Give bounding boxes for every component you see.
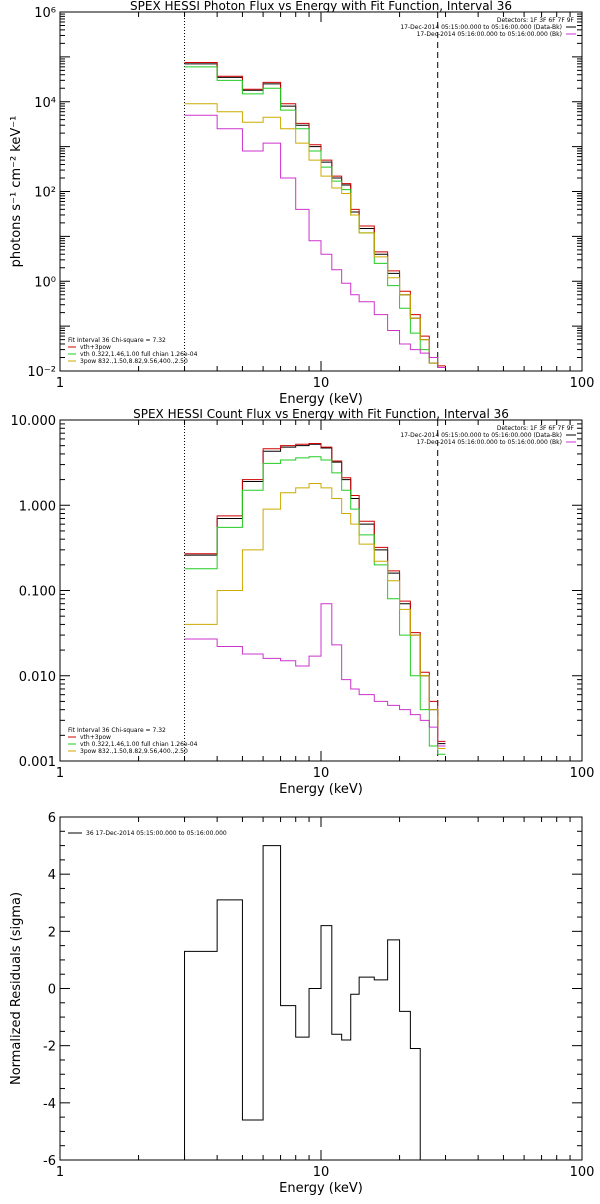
legend-top-text: 17-Dec-2014 05:15:00.000 to 05:16:00.000… [400, 432, 562, 439]
y-tick-label: 0.100 [19, 585, 56, 600]
chart-panel-1: 1 10 100 10⁻² 10⁰ 10² 10⁴ 10⁶ SPEX HESSI Photon … [9, 0, 594, 407]
x-tick-label: 10 [313, 766, 330, 781]
plot-frame [59, 419, 583, 762]
chart-title: SPEX HESSI Photon Flux vs Energy with Fi… [130, 0, 512, 13]
series-line-1 [184, 443, 446, 745]
y-tick-label: 10⁰ [34, 275, 56, 290]
y-tick-label: 1.000 [19, 499, 56, 514]
series-group [184, 845, 421, 1160]
y-tick-label: 2 [48, 925, 56, 940]
y-tick-label: 10.000 [11, 414, 57, 429]
y-axis-label: photons s⁻¹ cm⁻² keV⁻¹ [9, 116, 24, 268]
x-tick-label: 100 [570, 376, 595, 391]
series-line-1 [184, 845, 421, 1160]
y-tick-label: 4 [48, 868, 56, 883]
x-tick-label: 100 [570, 1165, 595, 1180]
series-line-4 [184, 482, 446, 750]
legend-top-text: 17-Dec-2014 05:16:00.000 to 05:16:00.000… [417, 31, 562, 38]
legend-bottom-text: vth 0.322,1.46,1.00 full chian 1.26e-04 [80, 741, 198, 748]
y-tick-label: 0.010 [19, 670, 56, 685]
x-tick-label: 100 [570, 766, 595, 781]
legend-top-text: 17-Dec-2014 05:15:00.000 to 05:16:00.000… [400, 24, 562, 31]
x-axis-label: Energy (keV) [279, 1181, 363, 1196]
series-line-5 [184, 603, 446, 747]
chart-panel-3: 1 10 100 -6 -4 -2 0 2 4 6 Energy (keV) Normalized R… [9, 811, 594, 1196]
y-tick-label: 0 [48, 983, 56, 998]
y-tick-label: -2 [43, 1040, 56, 1055]
legend-bottom-text: Fit Interval 36 Chi-square = 7.32 [68, 337, 166, 344]
x-axis-label: Energy (keV) [279, 782, 363, 797]
y-tick-label: 10² [34, 186, 56, 201]
series-line-5 [184, 114, 446, 368]
legend-top-text: 17-Dec-2014 05:16:00.000 to 05:16:00.000… [417, 439, 562, 446]
series-line-4 [184, 103, 446, 368]
series-group [184, 61, 446, 368]
legend-bottom-text: vth 0.322,1.46,1.00 full chian 1.26e-04 [80, 351, 198, 358]
legend-bottom-text: vth+3pow [80, 734, 111, 741]
y-tick-label: 10⁶ [34, 6, 56, 21]
legend-top-text: 36 17-Dec-2014 05:15:00.000 to 05:16:00.… [86, 830, 227, 837]
chart-title: SPEX HESSI Count Flux vs Energy with Fit… [133, 407, 509, 421]
x-tick-label: 10 [313, 376, 330, 391]
series-line-2 [184, 61, 446, 367]
legend-bottom-text: 3pow 832.,1.50,8.82,9.56,400.,2.50 [80, 748, 188, 755]
chart-panel-2: 1 10 100 0.001 0.010 0.100 1.000 10.000 SPEX HES… [11, 407, 595, 797]
x-axis-label: Energy (keV) [279, 392, 363, 407]
series-line-1 [184, 63, 446, 368]
x-tick-label: 10 [313, 1165, 330, 1180]
y-tick-label: -6 [43, 1154, 56, 1169]
legend-top-text: Detectors: 1F 3F 6F 7F 9F [497, 17, 575, 24]
y-tick-label: 6 [48, 811, 56, 826]
series-line-2 [184, 443, 446, 742]
legend-bottom-text: Fit Interval 36 Chi-square = 7.32 [68, 727, 166, 734]
x-tick-label: 1 [56, 766, 64, 781]
series-line-3 [184, 456, 446, 755]
series-line-3 [184, 66, 446, 368]
legend-top-text: Detectors: 1F 3F 6F 7F 9F [497, 425, 575, 432]
series-group [184, 443, 446, 755]
y-tick-label: 10⁴ [34, 96, 56, 111]
legend-bottom-text: 3pow 832.,1.50,8.82,9.56,400.,2.50 [80, 358, 188, 365]
y-axis-label: Normalized Residuals (sigma) [9, 892, 24, 1085]
y-tick-label: -4 [43, 1097, 56, 1112]
y-tick-label: 0.001 [19, 755, 56, 770]
y-tick-label: 10⁻² [27, 365, 56, 380]
legend-bottom-text: vth+3pow [80, 344, 111, 351]
x-tick-label: 1 [56, 1165, 64, 1180]
x-tick-label: 1 [56, 376, 64, 391]
plot-frame [59, 11, 583, 372]
